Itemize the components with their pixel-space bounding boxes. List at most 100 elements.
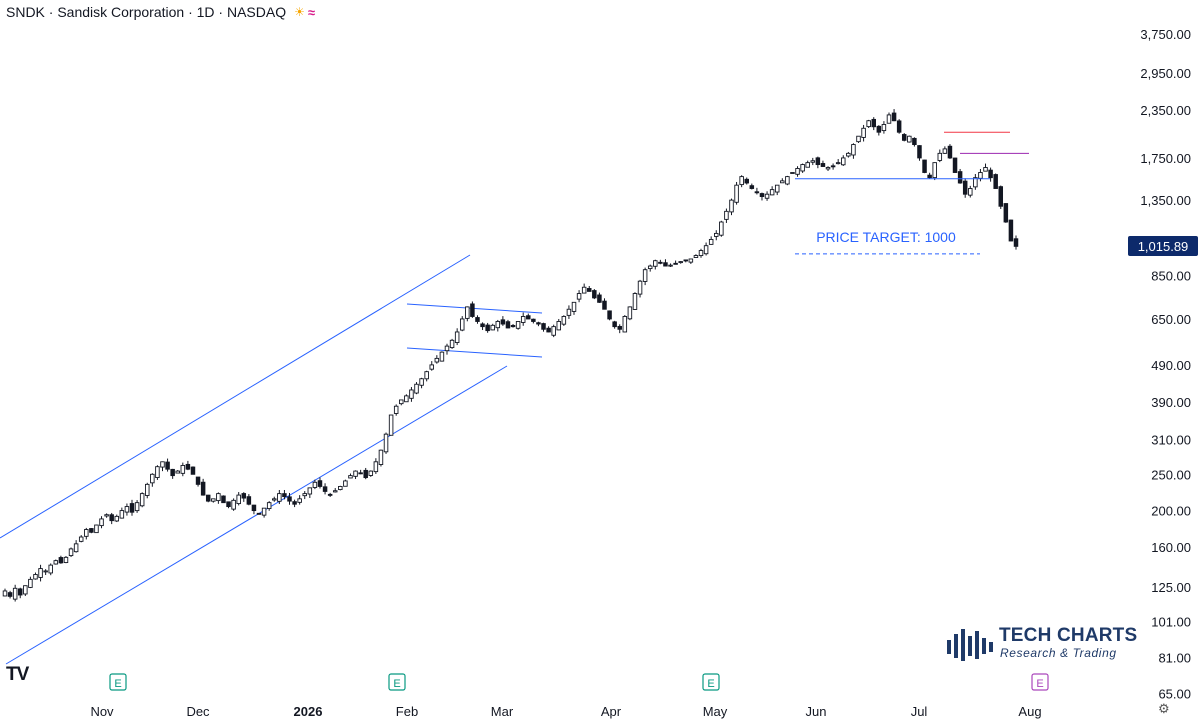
candle-up — [175, 470, 180, 474]
symbol-header[interactable]: SNDK · Sandisk Corporation · 1D · NASDAQ… — [6, 2, 315, 22]
candle-down — [510, 324, 516, 328]
candle-up — [454, 331, 460, 343]
y-tick-label: 1,750.00 — [1140, 151, 1191, 166]
candle-down — [546, 327, 551, 333]
candle-down — [327, 493, 333, 496]
candle-up — [99, 518, 104, 527]
candle-up — [678, 261, 683, 264]
candle-up — [353, 470, 358, 477]
horizontal-levels — [795, 131, 1029, 255]
candle-up — [561, 316, 567, 325]
candle-up — [266, 502, 272, 510]
settings-icon[interactable]: ⚙ — [1158, 701, 1170, 716]
candle-up — [94, 524, 99, 534]
candle-up — [78, 536, 84, 542]
candle-down — [586, 288, 592, 292]
candle-down — [109, 514, 114, 522]
candle-up — [43, 570, 48, 573]
candle-up — [566, 308, 572, 316]
candle-up — [881, 124, 887, 132]
candle-up — [124, 506, 130, 513]
y-tick-label: 65.00 — [1158, 686, 1191, 701]
trendline — [0, 254, 471, 539]
y-tick-label: 3,750.00 — [1140, 27, 1191, 42]
candle-down — [317, 480, 323, 487]
candle-up — [444, 345, 450, 352]
candle-up — [139, 493, 145, 507]
candle-up — [968, 188, 973, 196]
candle-down — [947, 145, 953, 159]
x-tick-label: Jun — [806, 704, 827, 719]
candle-up — [277, 493, 282, 502]
candle-down — [617, 325, 622, 330]
candle-up — [785, 176, 790, 185]
candle-up — [114, 515, 120, 522]
candle-down — [480, 323, 485, 328]
candle-up — [764, 193, 770, 199]
candle-up — [297, 498, 302, 503]
candle-up — [515, 321, 521, 329]
x-axis[interactable]: Nov Dec 2026 Feb Mar Apr May Jun Jul Aug — [90, 704, 1041, 719]
candle-down — [922, 159, 927, 173]
candle-up — [724, 210, 729, 220]
earnings-marker-box — [702, 673, 720, 691]
tradingview-logo[interactable]: TV — [6, 664, 29, 685]
earnings-marker-box — [1031, 673, 1049, 691]
candle-up — [38, 568, 43, 578]
candle-up — [332, 490, 338, 493]
candle-down — [226, 501, 231, 508]
candle-up — [68, 548, 74, 557]
candle-down — [998, 186, 1004, 207]
candle-down — [876, 125, 882, 133]
candle-up — [841, 157, 846, 166]
candle-up — [653, 260, 658, 267]
earnings-marker-box — [109, 673, 127, 691]
candle-down — [185, 463, 191, 470]
candle-up — [134, 502, 140, 512]
candle-up — [312, 481, 318, 488]
candle-up — [703, 245, 709, 255]
candle-down — [597, 294, 602, 303]
candle-up — [637, 280, 643, 295]
candle-down — [830, 165, 836, 168]
candle-up — [419, 378, 424, 386]
candle-up — [368, 470, 374, 476]
candle-down — [759, 193, 765, 197]
y-tick-label: 125.00 — [1151, 580, 1191, 595]
candle-down — [282, 493, 287, 498]
candle-down — [17, 588, 23, 596]
candle-down — [754, 191, 760, 194]
candle-down — [952, 157, 958, 173]
candle-up — [835, 162, 841, 165]
candle-down — [531, 318, 536, 322]
candle-down — [221, 495, 226, 504]
candle-down — [89, 528, 94, 533]
candle-down — [485, 324, 490, 332]
x-tick-label: Nov — [90, 704, 114, 719]
candle-down — [58, 557, 64, 564]
y-axis[interactable]: 65.00 81.00 101.00 125.00 160.00 200.00 250.00… — [1140, 27, 1191, 701]
candle-up — [861, 127, 866, 138]
earnings-marker-label: E — [707, 678, 714, 690]
trendlines — [0, 254, 543, 665]
candle-up — [810, 160, 816, 163]
candle-down — [962, 180, 968, 195]
candle-up — [632, 293, 638, 310]
candle-up — [373, 461, 379, 473]
brand-name: TECH CHARTS — [999, 625, 1138, 646]
y-tick-label: 310.00 — [1151, 432, 1191, 447]
candle-down — [292, 501, 297, 505]
candle-up — [48, 564, 53, 574]
candle-up — [84, 529, 89, 537]
y-tick-label: 390.00 — [1151, 395, 1191, 410]
candle-up — [307, 487, 313, 495]
candle-up — [343, 480, 348, 487]
candle-up — [805, 162, 810, 168]
y-tick-label: 81.00 — [1158, 651, 1191, 666]
candle-down — [358, 472, 363, 475]
candle-down — [988, 169, 993, 179]
x-tick-label: May — [703, 704, 728, 719]
candle-down — [1013, 238, 1019, 247]
